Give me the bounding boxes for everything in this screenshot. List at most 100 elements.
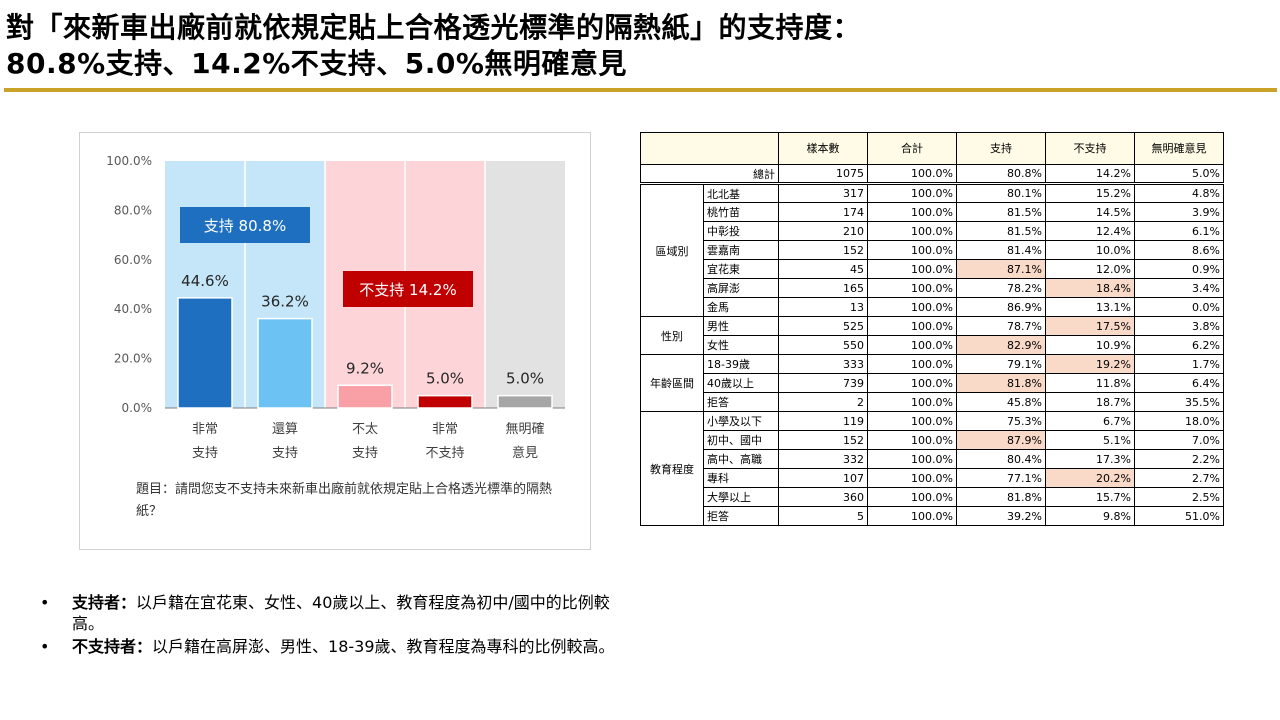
bullet-dot: • — [40, 637, 50, 656]
row-label: 拒答 — [703, 506, 779, 526]
table-cell: 5.1% — [1045, 430, 1135, 450]
table-row: 教育程度 小學及以下 119 100.0% 75.3% 6.7% 18.0% — [640, 411, 1224, 526]
table-cell: 100.0% — [867, 240, 957, 260]
table-cell: 13 — [778, 297, 868, 317]
table-row: 中彰投 210 100.0% 81.5% 12.4% 6.1% — [641, 221, 1224, 241]
table-cell: 317 — [778, 183, 868, 203]
table-cell: 119 — [778, 411, 868, 431]
bar — [257, 317, 313, 409]
bar-value-label: 5.0% — [506, 370, 544, 388]
chart-panel: 0.0% 20.0% 40.0% 60.0% 80.0% 100.0% 44.6% 非常 支持 3… — [79, 132, 591, 550]
table-cell: 20.2% — [1045, 468, 1135, 488]
table-cell: 5.0% — [1134, 164, 1224, 185]
table-row: 專科 107 100.0% 77.1% 20.2% 2.7% — [641, 468, 1224, 488]
chart-question-note: 題目：請問您支不支持未來新車出廠前就依規定貼上合格透光標準的隔熱紙？ — [136, 482, 553, 519]
bar — [337, 384, 393, 409]
table-row: 初中、國中 152 100.0% 87.9% 5.1% 7.0% — [641, 430, 1224, 450]
table-cell: 3.4% — [1134, 278, 1224, 298]
row-label: 初中、國中 — [703, 430, 779, 450]
table-cell: 81.8% — [956, 373, 1046, 393]
group-label: 年齡區間 — [640, 354, 704, 412]
table-cell: 0.0% — [1134, 297, 1224, 317]
group-label: 教育程度 — [640, 411, 704, 526]
table-cell: 4.8% — [1134, 183, 1224, 203]
table-row: 雲嘉南 152 100.0% 81.4% 10.0% 8.6% — [641, 240, 1224, 260]
table-row: 拒答 5 100.0% 39.2% 9.8% 51.0% — [641, 506, 1224, 526]
bar-value-label: 36.2% — [261, 293, 309, 311]
table-cell: 3.8% — [1134, 316, 1224, 336]
table-cell: 100.0% — [867, 392, 957, 412]
y-tick-label: 60.0% — [114, 253, 152, 267]
row-label: 高屏澎 — [703, 278, 779, 298]
table-cell: 3.9% — [1134, 202, 1224, 222]
bullet-dot: • — [40, 593, 50, 612]
table-cell: 100.0% — [867, 468, 957, 488]
header-total: 合計 — [867, 132, 957, 165]
row-label: 宜花東 — [703, 259, 779, 279]
table-cell: 333 — [778, 354, 868, 374]
header-blank — [640, 132, 779, 165]
finding-oppose-head: 不支持者： — [72, 637, 153, 656]
table-cell: 1.7% — [1134, 354, 1224, 374]
title-line-1: 對「來新車出廠前就依規定貼上合格透光標準的隔熱紙」的支持度： — [6, 11, 862, 44]
x-category-label: 意見 — [512, 445, 538, 461]
oppose-total-label: 不支持 14.2% — [359, 281, 456, 299]
table-cell: 152 — [778, 430, 868, 450]
y-tick-label: 100.0% — [106, 154, 152, 168]
table-row: 區域別 北北基 317 100.0% 80.1% 15.2% 4.8% — [640, 183, 1224, 317]
x-category-label: 非常 — [432, 422, 458, 437]
support-total-box — [180, 207, 310, 243]
table-row: 年齡區間 18-39歲 333 100.0% 79.1% 19.2% 1.7% — [640, 354, 1224, 412]
header-support: 支持 — [956, 132, 1046, 165]
header-no-opinion: 無明確意見 — [1134, 132, 1224, 165]
table-row: 女性 550 100.0% 82.9% 10.9% 6.2% — [641, 335, 1224, 355]
table-cell: 1075 — [778, 164, 868, 185]
table-cell: 45.8% — [956, 392, 1046, 412]
table-cell: 86.9% — [956, 297, 1046, 317]
bar — [177, 297, 233, 409]
y-tick-label: 40.0% — [114, 302, 152, 316]
finding-oppose-text: 以戶籍在高屏澎、男性、18-39歲、教育程度為專科的比例較高。 — [152, 637, 615, 656]
x-category-label: 不太 — [352, 422, 378, 437]
page-title: 對「來新車出廠前就依規定貼上合格透光標準的隔熱紙」的支持度： 80.8%支持、1… — [6, 10, 1276, 82]
table-cell: 550 — [778, 335, 868, 355]
table-cell: 107 — [778, 468, 868, 488]
table-cell: 2.7% — [1134, 468, 1224, 488]
finding-oppose: • 不支持者：以戶籍在高屏澎、男性、18-39歲、教育程度為專科的比例較高。 — [40, 636, 640, 657]
table-cell: 82.9% — [956, 335, 1046, 355]
table-cell: 174 — [778, 202, 868, 222]
table-header-row: 樣本數 合計 支持 不支持 無明確意見 — [640, 132, 1224, 165]
table-cell: 80.4% — [956, 449, 1046, 469]
title-underline — [4, 88, 1277, 92]
table-cell: 100.0% — [867, 297, 957, 317]
table-cell: 12.0% — [1045, 259, 1135, 279]
table-cell: 17.5% — [1045, 316, 1135, 336]
row-label: 小學及以下 — [703, 411, 779, 431]
table-cell: 15.2% — [1045, 183, 1135, 203]
table-cell: 100.0% — [867, 164, 957, 185]
table-cell: 14.2% — [1045, 164, 1135, 185]
table-cell: 18.4% — [1045, 278, 1135, 298]
table-cell: 100.0% — [867, 354, 957, 374]
header-oppose: 不支持 — [1045, 132, 1135, 165]
table-cell: 80.1% — [956, 183, 1046, 203]
row-label: 雲嘉南 — [703, 240, 779, 260]
table-cell: 100.0% — [867, 506, 957, 526]
table-cell: 210 — [778, 221, 868, 241]
row-label: 桃竹苗 — [703, 202, 779, 222]
table-row: 高中、高職 332 100.0% 80.4% 17.3% 2.2% — [641, 449, 1224, 469]
table-row: 桃竹苗 174 100.0% 81.5% 14.5% 3.9% — [641, 202, 1224, 222]
table-cell: 10.0% — [1045, 240, 1135, 260]
table-cell: 100.0% — [867, 411, 957, 431]
table-cell: 7.0% — [1134, 430, 1224, 450]
table-cell: 13.1% — [1045, 297, 1135, 317]
oppose-total-box — [343, 271, 473, 307]
table-cell: 17.3% — [1045, 449, 1135, 469]
support-total-label: 支持 80.8% — [204, 217, 286, 235]
table-cell: 19.2% — [1045, 354, 1135, 374]
table-cell: 6.7% — [1045, 411, 1135, 431]
table-cell: 0.9% — [1134, 259, 1224, 279]
table-cell: 152 — [778, 240, 868, 260]
title-line-2: 80.8%支持、14.2%不支持、5.0%無明確意見 — [6, 47, 627, 80]
